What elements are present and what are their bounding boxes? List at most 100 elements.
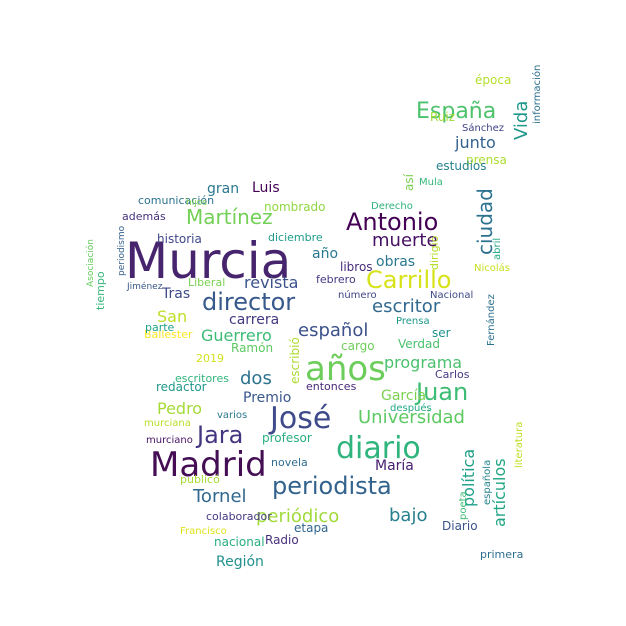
word-periodico: periódico (256, 506, 339, 527)
word-carrillo: Carrillo (366, 266, 451, 294)
word-publico: publicó (180, 473, 220, 486)
word-primera: primera (480, 548, 523, 561)
word-obras: obras (376, 254, 415, 270)
word-profesor: profesor (262, 431, 312, 445)
word-periodista: periodista (272, 472, 392, 500)
word-tras: Tras (161, 286, 190, 302)
word-premio: Premio (243, 390, 291, 406)
word-parte: parte (145, 321, 175, 334)
word-etapa: etapa (294, 521, 328, 535)
word-revista: revista (244, 273, 298, 292)
word-espanol: español (298, 320, 368, 341)
word-fernandez: Fernández (485, 294, 497, 346)
word-cargo: cargo (341, 339, 375, 353)
word-diciembre: diciembre (268, 231, 323, 244)
word-gran: gran (207, 181, 239, 197)
word-nicolas: Nicolás (474, 262, 510, 274)
word-universidad: Universidad (358, 407, 465, 428)
word-espana: España (416, 99, 496, 124)
word-diario: Diario (442, 519, 478, 533)
word-abril: abril (492, 238, 503, 260)
word-mula: Mula (419, 177, 443, 188)
word-ramon: Ramón (231, 341, 273, 355)
word-historia: historia (157, 232, 202, 246)
word-ser: ser (432, 326, 451, 340)
word-prensa: Prensa (396, 316, 430, 327)
word-epoca: época (475, 73, 511, 87)
word-garcia: García (381, 388, 426, 404)
word-poeta: poeta (458, 491, 469, 520)
word-politica: política (459, 449, 478, 507)
word-luis: Luis (252, 180, 280, 196)
word-tiempo: tiempo (94, 271, 107, 310)
word-entonces: entonces (306, 380, 357, 393)
word-pedro: Pedro (157, 399, 202, 418)
word-verdad: Verdad (398, 337, 440, 351)
word-hijos: hijos (186, 198, 207, 208)
word-juan: Juan (414, 378, 468, 406)
word-colaborador: colaborador (206, 510, 272, 523)
word-espanola: española (482, 460, 493, 505)
word-ballester: Ballester (144, 328, 193, 341)
word-radio: Radio (265, 533, 299, 547)
word-ciudad: ciudad (473, 188, 497, 255)
word-asociacion: Asociación (85, 239, 96, 287)
word-escritores: escritores (175, 372, 229, 385)
word-despues: después (390, 402, 432, 414)
word-ademas: además (122, 210, 166, 223)
word-sanchez: Sánchez (462, 122, 504, 134)
word-anos: años (305, 349, 386, 389)
word-informacion: información (531, 65, 543, 124)
word-numero: número (338, 289, 377, 301)
word-maria: María (375, 458, 414, 474)
word-liberal: Liberal (188, 276, 225, 289)
word-programa: programa (384, 353, 462, 372)
word-novela: novela (271, 456, 308, 469)
word-murciano: murciano (146, 435, 193, 446)
word-dos: dos (240, 368, 272, 389)
word-dirigio: dirigió (428, 235, 441, 270)
word-escribio: escribió (288, 337, 302, 384)
word-escritor: escritor (372, 296, 441, 317)
word-asi: así (402, 173, 416, 191)
word-madrid: Madrid (150, 445, 267, 485)
word-antonio: Antonio (346, 208, 438, 236)
word-jose: José (268, 401, 331, 436)
word-febrero: febrero (316, 273, 356, 286)
word-nacional: Nacional (430, 290, 473, 301)
word-murcia: Murcia (125, 232, 291, 290)
word-junto: junto (454, 133, 496, 152)
word-muerte: muerte (372, 230, 438, 251)
word-estudios: estudios (436, 159, 487, 173)
word-carrera: carrera (229, 312, 279, 328)
word-literatura: literatura (514, 422, 525, 468)
word-nombrado: nombrado (264, 200, 326, 214)
word-ruiz: Ruiz (430, 110, 455, 124)
word-libros: libros (340, 260, 373, 274)
word-ano: año (312, 246, 338, 262)
word-redactor: redactor (156, 380, 207, 394)
word-murciana: murciana (144, 418, 191, 429)
word-nacional: nacional (214, 535, 265, 549)
word-carlos: Carlos (435, 368, 470, 381)
word-tornel: Tornel (192, 486, 247, 507)
word-jara: Jara (195, 421, 243, 449)
word-prensa: prensa (466, 153, 507, 167)
word-varios: varios (217, 410, 247, 421)
word-guerrero: Guerrero (201, 326, 272, 345)
word-diario: diario (336, 431, 421, 466)
word-jimenez: Jiménez (126, 281, 163, 292)
word-2019: 2019 (196, 352, 224, 365)
word-articulos: artículos (490, 458, 509, 527)
word-comunicacion: comunicación (138, 194, 214, 207)
word-vida: Vida (511, 101, 532, 140)
word-san: San (157, 307, 187, 326)
word-director: director (202, 288, 295, 316)
word-derecho: Derecho (371, 201, 413, 212)
word-region: Región (216, 554, 264, 570)
word-bajo: bajo (389, 505, 427, 526)
word-francisco: Francisco (180, 526, 227, 537)
word-periodismo: periodismo (117, 225, 127, 276)
word-martinez: Martínez (186, 205, 273, 229)
